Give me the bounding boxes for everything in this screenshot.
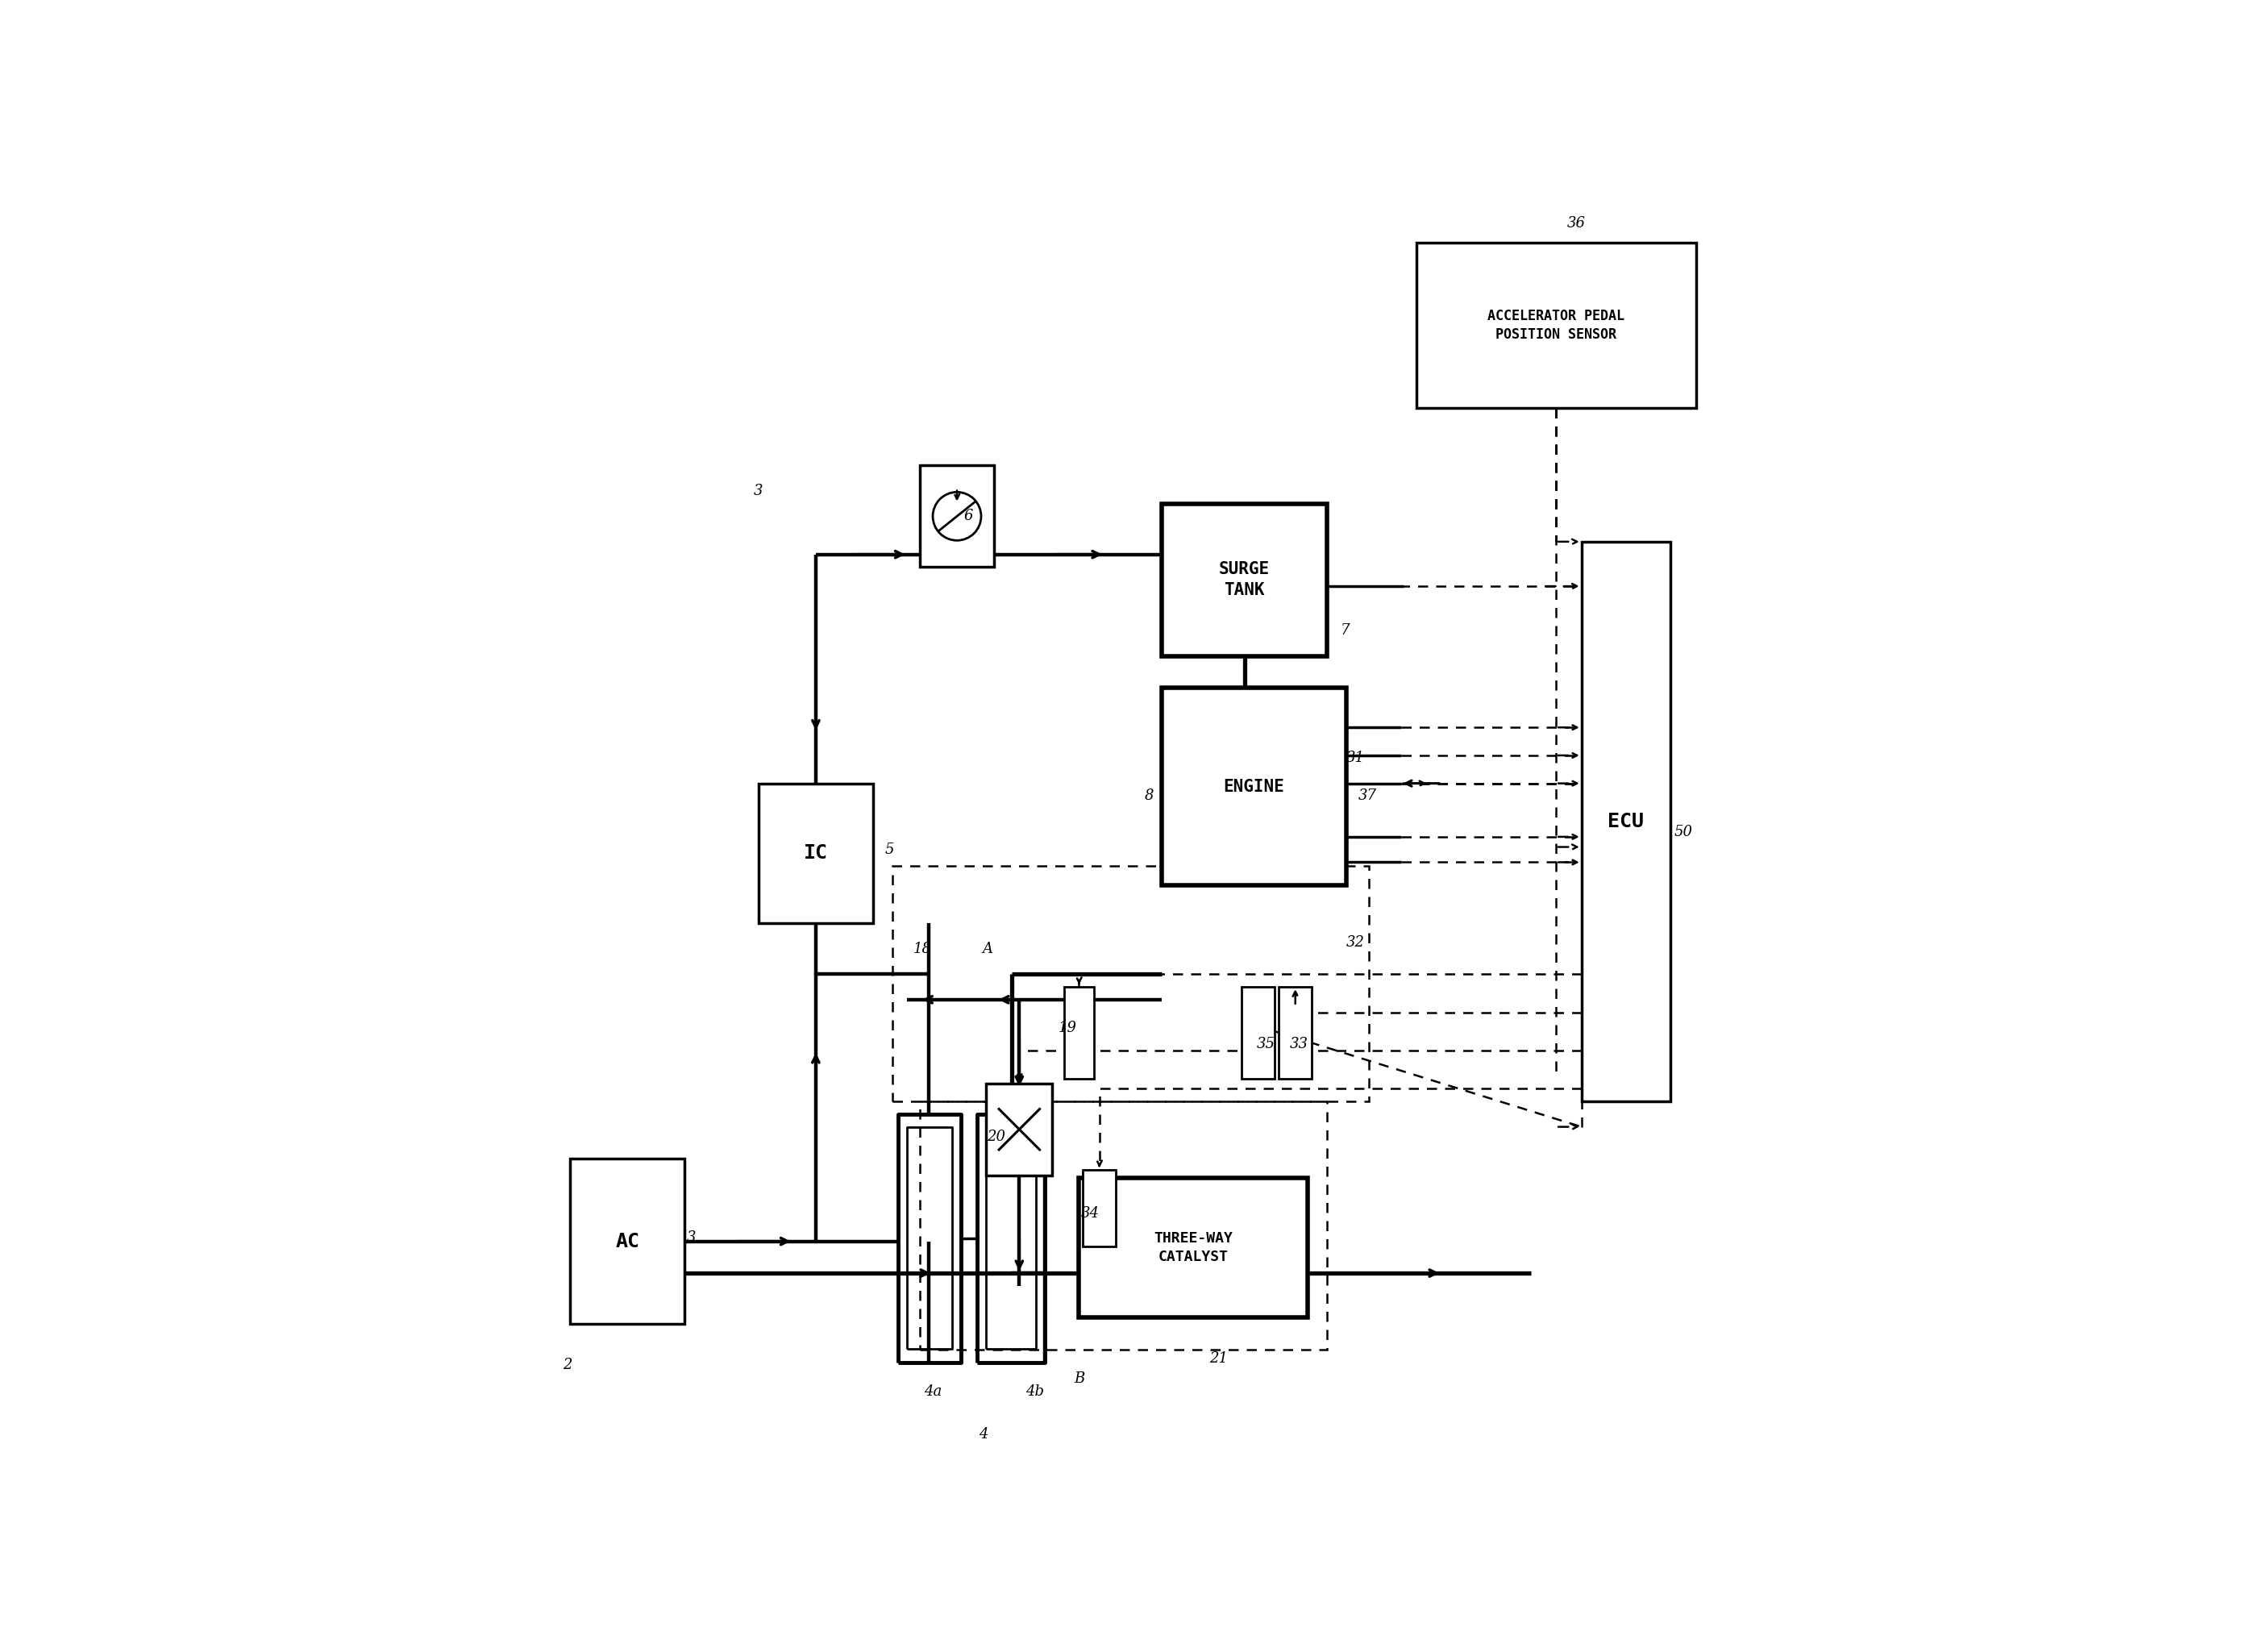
Text: 4b: 4b: [1025, 1384, 1045, 1399]
Text: B: B: [1074, 1371, 1085, 1386]
Text: 4a: 4a: [924, 1384, 942, 1399]
Text: 8: 8: [1143, 790, 1155, 803]
Bar: [1063, 986, 1094, 1079]
Bar: [1161, 504, 1327, 656]
Text: ACCELERATOR PEDAL
POSITION SENSOR: ACCELERATOR PEDAL POSITION SENSOR: [1486, 309, 1625, 342]
Text: ENGINE: ENGINE: [1224, 778, 1285, 795]
Bar: [569, 1158, 684, 1323]
Text: SURGE
TANK: SURGE TANK: [1220, 562, 1269, 598]
Text: 5: 5: [886, 843, 895, 857]
Text: 36: 36: [1567, 216, 1585, 231]
Bar: [1242, 986, 1276, 1079]
Bar: [1581, 542, 1670, 1102]
Text: 7: 7: [1341, 623, 1350, 638]
Text: 6: 6: [964, 509, 973, 524]
Bar: [892, 866, 1370, 1102]
Text: 35: 35: [1258, 1037, 1276, 1051]
Text: ECU: ECU: [1608, 811, 1643, 831]
Text: 31: 31: [1345, 750, 1365, 765]
Text: AC: AC: [617, 1232, 639, 1251]
Text: 19: 19: [1058, 1021, 1076, 1034]
Text: IC: IC: [803, 844, 827, 862]
Text: A: A: [982, 942, 993, 957]
Bar: [919, 466, 993, 567]
Text: 20: 20: [986, 1130, 1007, 1145]
Text: 3: 3: [686, 1231, 695, 1244]
Text: 4: 4: [980, 1427, 989, 1442]
Text: 34: 34: [1081, 1206, 1101, 1221]
Text: 33: 33: [1289, 1037, 1309, 1051]
Bar: [919, 1102, 1327, 1350]
Text: 2: 2: [563, 1358, 572, 1371]
Text: 37: 37: [1359, 790, 1377, 803]
Text: 3: 3: [753, 484, 762, 497]
Text: 32: 32: [1345, 935, 1365, 950]
Bar: [1161, 687, 1345, 885]
Bar: [1417, 243, 1695, 408]
Bar: [758, 783, 872, 923]
Text: 50: 50: [1675, 824, 1693, 839]
Bar: [986, 1084, 1051, 1175]
Text: 18: 18: [912, 942, 933, 957]
Bar: [1278, 986, 1312, 1079]
Bar: [1078, 1178, 1307, 1318]
Text: THREE-WAY
CATALYST: THREE-WAY CATALYST: [1155, 1231, 1233, 1264]
Text: 21: 21: [1211, 1351, 1229, 1366]
Bar: [1083, 1170, 1117, 1246]
